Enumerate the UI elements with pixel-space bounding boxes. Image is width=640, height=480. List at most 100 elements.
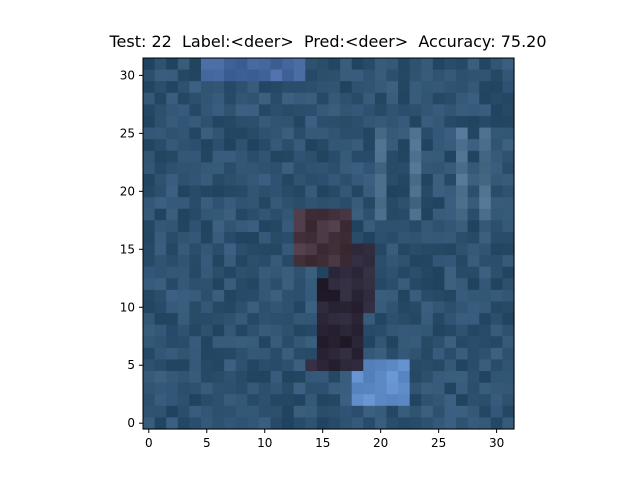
image-pixel [351, 69, 364, 82]
image-pixel [398, 81, 411, 94]
image-pixel [235, 69, 248, 82]
image-pixel [224, 359, 237, 372]
image-pixel [374, 139, 388, 152]
image-pixel [212, 324, 225, 337]
image-pixel [316, 417, 330, 430]
image-pixel [421, 278, 434, 291]
image-pixel [502, 289, 515, 303]
image-pixel [189, 104, 202, 117]
image-pixel [305, 220, 318, 233]
image-pixel [258, 150, 272, 163]
image-pixel [305, 371, 318, 384]
image-pixel [270, 139, 283, 152]
image-pixel [479, 347, 492, 361]
image-pixel [247, 266, 260, 279]
image-pixel [143, 197, 156, 210]
image-pixel [421, 81, 434, 94]
image-pixel [374, 92, 388, 105]
image-pixel [351, 394, 364, 407]
image-pixel [177, 162, 190, 175]
image-pixel [409, 173, 422, 187]
image-pixel [166, 371, 179, 384]
image-pixel [305, 58, 318, 71]
image-pixel [224, 289, 237, 303]
image-pixel [177, 104, 190, 117]
image-pixel [305, 336, 318, 349]
image-pixel [282, 324, 295, 337]
image-pixel [270, 231, 283, 245]
image-pixel [224, 92, 237, 105]
image-pixel [247, 81, 260, 94]
image-pixel [224, 115, 237, 129]
image-pixel [479, 336, 492, 349]
image-pixel [154, 313, 167, 326]
image-pixel [305, 324, 318, 337]
image-pixel [340, 231, 353, 245]
image-pixel [351, 278, 364, 291]
image-pixel [456, 220, 469, 233]
image-pixel [363, 278, 376, 291]
image-pixel [177, 266, 190, 279]
image-pixel [374, 185, 388, 198]
image-pixel [409, 359, 422, 372]
image-pixel [258, 301, 272, 314]
image-pixel [247, 220, 260, 233]
image-pixel [328, 313, 341, 326]
image-pixel [189, 81, 202, 94]
image-pixel [444, 301, 457, 314]
image-pixel [154, 371, 167, 384]
image-pixel [490, 220, 503, 233]
image-pixel [386, 208, 399, 221]
image-pixel [293, 139, 306, 152]
image-pixel [467, 324, 480, 337]
image-pixel [212, 81, 225, 94]
image-pixel [282, 336, 295, 349]
image-pixel [363, 359, 376, 372]
image-pixel [502, 347, 515, 361]
image-pixel [166, 92, 179, 105]
image-pixel [293, 243, 306, 256]
image-pixel [432, 289, 446, 303]
image-pixel [351, 243, 364, 256]
image-pixel [282, 313, 295, 326]
image-pixel [258, 220, 272, 233]
image-pixel [282, 289, 295, 303]
image-pixel [479, 405, 492, 418]
image-pixel [247, 162, 260, 175]
image-pixel [200, 81, 214, 94]
image-pixel [200, 278, 214, 291]
image-pixel [409, 69, 422, 82]
image-pixel [479, 313, 492, 326]
image-pixel [189, 150, 202, 163]
image-pixel [467, 243, 480, 256]
image-pixel [351, 336, 364, 349]
image-pixel [374, 266, 388, 279]
image-pixel [490, 405, 503, 418]
image-pixel [409, 127, 422, 140]
image-pixel [258, 115, 272, 129]
image-pixel [467, 185, 480, 198]
image-pixel [258, 255, 272, 268]
image-pixel [421, 324, 434, 337]
image-pixel [490, 127, 503, 140]
image-pixel [340, 382, 353, 395]
image-pixel [409, 336, 422, 349]
image-pixel [166, 313, 179, 326]
image-pixel [305, 359, 318, 372]
image-pixel [386, 371, 399, 384]
image-pixel [189, 266, 202, 279]
image-pixel [316, 69, 330, 82]
image-pixel [421, 417, 434, 430]
image-pixel [247, 150, 260, 163]
image-pixel [166, 347, 179, 361]
image-pixel [398, 255, 411, 268]
image-pixel [328, 278, 341, 291]
image-pixel [177, 69, 190, 82]
image-pixel [456, 347, 469, 361]
image-pixel [316, 208, 330, 221]
image-pixel [456, 417, 469, 430]
image-pixel [421, 301, 434, 314]
image-pixel [363, 243, 376, 256]
image-pixel [490, 139, 503, 152]
image-pixel [363, 231, 376, 245]
